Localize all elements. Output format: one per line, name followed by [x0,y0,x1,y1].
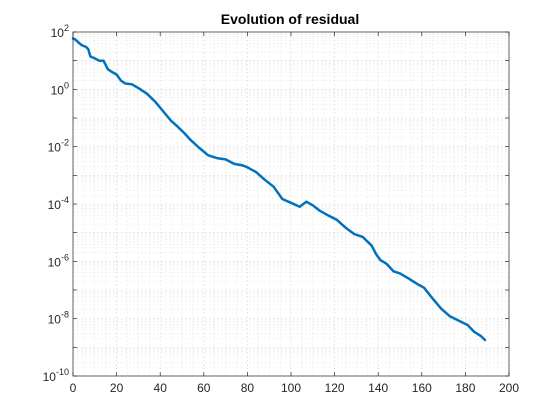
y-tick-exponent: -4 [61,195,69,205]
y-tick-base: 10 [43,370,57,384]
y-tick-base: 10 [48,198,62,212]
y-tick-exponent: -6 [61,252,69,262]
y-tick-exponent: -8 [61,310,69,320]
y-tick-exponent: -10 [56,367,69,377]
y-tick-label: 10-8 [48,310,69,327]
x-tick-label: 0 [70,381,77,395]
series-group [71,37,487,342]
y-tick-exponent: 2 [64,23,69,33]
y-tick-label: 100 [51,80,69,97]
grid [72,32,510,377]
x-tick-label: 100 [281,381,301,395]
x-tick-labels: 0 20 40 60 80 100 120 140 160 180 200 [70,381,520,395]
x-tick-label: 180 [455,381,475,395]
y-tick-base: 10 [48,141,62,155]
tick-marks [72,31,510,377]
y-tick-base: 10 [51,26,65,40]
x-tick-label: 160 [412,381,432,395]
residual-series-line [71,37,487,342]
y-tick-base: 10 [51,83,65,97]
x-tick-label: 60 [197,381,211,395]
chart-title: Evolution of residual [221,11,359,27]
x-tick-label: 80 [241,381,255,395]
y-tick-label: 10-10 [43,367,69,384]
y-tick-base: 10 [48,313,62,327]
x-tick-label: 40 [154,381,168,395]
x-tick-label: 120 [325,381,345,395]
x-tick-label: 140 [368,381,388,395]
y-tick-base: 10 [48,255,62,269]
y-tick-label: 10-4 [48,195,69,212]
x-tick-label: 200 [499,381,519,395]
y-tick-label: 10-6 [48,252,69,269]
y-tick-label: 102 [51,23,69,40]
x-tick-label: 20 [110,381,124,395]
y-tick-label: 10-2 [48,138,69,155]
y-tick-exponent: -2 [61,138,69,148]
y-tick-exponent: 0 [64,80,69,90]
